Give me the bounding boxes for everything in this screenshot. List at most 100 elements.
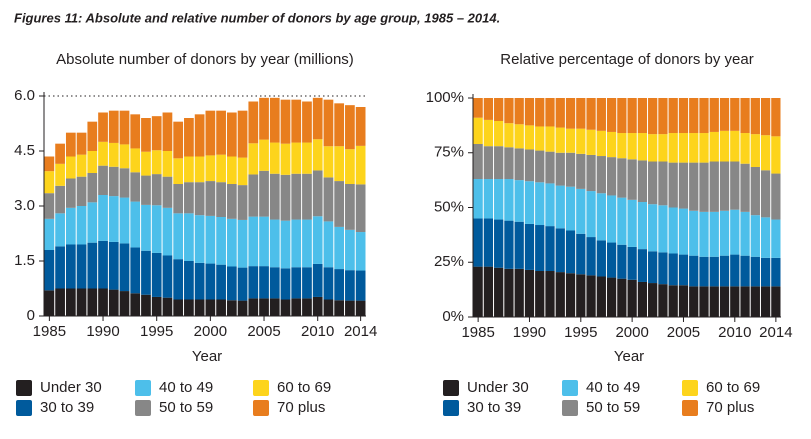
bar-segment [545,126,555,152]
bar-segment [730,209,740,255]
bar-segment [658,252,668,285]
bar-segment [606,131,617,158]
legend-label: 60 to 69 [277,379,331,396]
bar-segment [596,130,606,157]
x-tick-label: 2014 [344,323,377,340]
bar-segment [709,161,719,212]
bar-segment [87,202,98,243]
bar-segment [302,219,312,268]
bar-segment [648,134,658,162]
bar-segment [586,129,596,155]
bar-segment [504,147,514,180]
bar-segment [719,130,730,162]
legend-swatch [443,380,459,396]
bar-segment [141,175,151,205]
bar-segment [108,241,119,290]
bar-segment [205,299,216,316]
bar-segment [668,285,678,317]
bar-segment [771,257,781,287]
bar-segment [545,151,555,184]
legend-swatch [562,400,578,416]
bar-segment [740,163,750,212]
bar-segment [173,259,184,300]
bar-segment [44,218,55,250]
bar-segment [194,114,205,157]
y-tick-label: 0 [27,307,35,324]
bar-segment [108,289,119,316]
bar-segment [504,98,514,124]
bar-segment [302,101,312,143]
y-tick-label: 25% [434,253,464,270]
bar-segment [760,217,771,258]
bar-segment [760,135,771,171]
bar-segment [719,286,730,317]
bar-segment [617,133,627,159]
bar-segment [709,256,719,287]
bar-segment [565,186,576,231]
bar-segment [504,179,514,221]
bar-segment [576,188,586,234]
bar-segment [760,257,771,287]
y-tick-label: 1.5 [14,252,35,269]
bar-segment [760,286,771,317]
bar-segment [355,270,366,301]
bar-segment [699,256,709,287]
bar-segment [237,219,248,268]
bar-segment [151,296,162,316]
bar-segment [226,300,237,316]
bar-segment [545,226,555,272]
bar-segment [302,267,312,299]
bar-segment [689,162,699,211]
bar-segment [524,149,535,182]
x-tick-label: 2005 [667,324,700,341]
bar-segment [514,221,524,269]
bar-segment [130,172,141,202]
bar-segment [65,156,76,179]
bar-segment [709,131,719,162]
bar-segment [473,98,483,118]
bar-segment [151,116,162,151]
x-tick-label: 1995 [140,323,173,340]
bar-segment [565,98,576,129]
figure-title: Figures 11: Absolute and relative number… [14,10,500,25]
bar-segment [740,98,750,134]
bar-segment [740,133,750,164]
bar-segment [668,253,678,286]
bar-segment [55,288,65,316]
bar-segment [141,294,151,316]
bar-segment [312,170,323,217]
bar-segment [565,230,576,274]
bar-segment [334,300,345,316]
bar-segment [730,254,740,287]
bar-segment [483,266,494,317]
x-tick-label: 1985 [33,323,66,340]
bar-segment [130,148,141,173]
bar-segment [291,267,302,299]
bar-segment [55,246,65,289]
bar-segment [637,98,648,134]
bar-segment [216,154,226,183]
bar-segment [545,183,555,227]
bar-segment [483,119,494,147]
bar-segment [576,98,586,129]
bar-segment [55,213,65,247]
bar-segment [259,139,269,171]
bar-segment [617,197,627,245]
bar-segment [355,184,366,233]
bar-segment [771,286,781,317]
bar-segment [760,98,771,136]
legend-label: 50 to 59 [586,399,640,416]
bar-segment [565,152,576,187]
bar-segment [302,142,312,174]
legend-swatch [253,380,269,396]
bar-segment [555,152,565,186]
legend-swatch [443,400,459,416]
chart-title: Absolute number of donors by year (milli… [56,51,354,68]
bar-segment [648,251,658,284]
bar-segment [576,274,586,317]
bar-segment [108,110,119,143]
bar-segment [678,208,689,255]
bar-segment [141,204,151,251]
bar-segment [345,184,355,230]
bar-segment [627,246,637,280]
